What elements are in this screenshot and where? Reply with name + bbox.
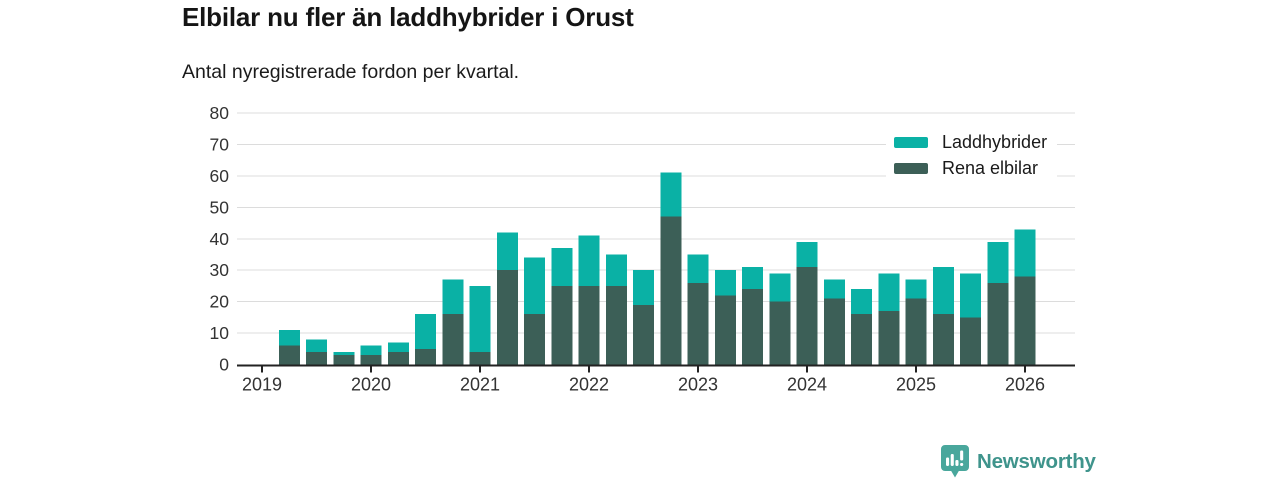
bar-segment-laddhybrider <box>714 270 736 296</box>
chart-title: Elbilar nu fler än laddhybrider i Orust <box>182 2 634 32</box>
bar-segment-laddhybrider <box>578 235 600 286</box>
bar-segment-rena-elbilar <box>905 298 927 365</box>
bar-segment-laddhybrider <box>442 279 464 315</box>
legend-item-rena-elbilar: Rena elbilar <box>894 155 1047 181</box>
bar-segment-rena-elbilar <box>796 267 818 365</box>
legend-swatch-rena-elbilar <box>894 162 928 174</box>
bar-segment-rena-elbilar <box>415 348 436 365</box>
bar-segment-rena-elbilar <box>687 282 709 365</box>
bar-segment-rena-elbilar <box>932 314 954 365</box>
bar-segment-laddhybrider <box>769 273 791 302</box>
bar-segment-rena-elbilar <box>714 295 736 365</box>
bar-segment-rena-elbilar <box>987 282 1009 365</box>
bar-segment-rena-elbilar <box>496 270 518 365</box>
bar-segment-rena-elbilar <box>333 355 355 365</box>
x-tick-label: 2025 <box>896 375 936 395</box>
bar-segment-laddhybrider <box>823 279 845 299</box>
bar-segment-laddhybrider <box>496 232 518 271</box>
x-tick-label: 2023 <box>678 375 718 395</box>
bar-segment-laddhybrider <box>633 270 654 305</box>
bar-segment-laddhybrider <box>878 273 900 312</box>
bar-segment-laddhybrider <box>415 314 436 349</box>
bar-series <box>278 172 1036 365</box>
bar-segment-laddhybrider <box>387 342 409 352</box>
bar-segment-rena-elbilar <box>469 351 491 365</box>
bar-segment-laddhybrider <box>851 289 872 315</box>
bar-segment-laddhybrider <box>687 254 709 283</box>
legend-label-rena-elbilar: Rena elbilar <box>942 158 1039 178</box>
y-tick-label: 20 <box>210 292 230 312</box>
chart-legend: Laddhybrider Rena elbilar <box>886 124 1058 186</box>
y-axis-labels: 0 10 20 30 40 50 60 70 80 <box>210 103 230 375</box>
x-axis-labels: 2019 2020 2021 2022 2023 2024 2025 2026 <box>242 366 1045 395</box>
y-tick-label: 50 <box>210 197 230 217</box>
bar-segment-laddhybrider <box>605 254 627 286</box>
chart-subtitle: Antal nyregistrerade fordon per kvartal. <box>182 61 520 83</box>
x-tick-label: 2026 <box>1005 375 1045 395</box>
bar-segment-laddhybrider <box>742 267 763 290</box>
legend-swatch-laddhybrider <box>894 136 928 148</box>
bar-segment-laddhybrider <box>660 172 682 217</box>
bar-segment-laddhybrider <box>551 248 573 286</box>
bar-segment-laddhybrider <box>1014 229 1036 277</box>
y-tick-label: 60 <box>210 166 230 186</box>
y-tick-label: 40 <box>210 229 230 249</box>
y-tick-label: 70 <box>210 134 230 154</box>
bar-segment-laddhybrider <box>524 257 545 315</box>
newsworthy-logo[interactable]: Newsworthy <box>941 445 1096 479</box>
bar-segment-rena-elbilar <box>605 285 627 365</box>
bar-segment-rena-elbilar <box>878 311 900 365</box>
bar-segment-rena-elbilar <box>442 314 464 365</box>
bar-segment-rena-elbilar <box>660 216 682 365</box>
y-tick-label: 0 <box>219 355 229 375</box>
bar-segment-laddhybrider <box>905 279 927 299</box>
bar-segment-rena-elbilar <box>551 285 573 365</box>
bar-segment-rena-elbilar <box>769 301 791 365</box>
bar-segment-laddhybrider <box>796 241 818 268</box>
bar-segment-rena-elbilar <box>387 351 409 365</box>
bar-segment-laddhybrider <box>960 273 981 318</box>
x-tick-label: 2024 <box>787 375 827 395</box>
bar-segment-rena-elbilar <box>306 351 327 365</box>
bar-segment-laddhybrider <box>306 339 327 352</box>
x-tick-label: 2022 <box>569 375 609 395</box>
newsworthy-badge-icon <box>941 445 969 478</box>
bar-segment-rena-elbilar <box>823 298 845 365</box>
x-tick-label: 2020 <box>351 375 391 395</box>
bar-segment-rena-elbilar <box>960 317 981 365</box>
bar-segment-rena-elbilar <box>851 314 872 365</box>
newsworthy-wordmark: Newsworthy <box>977 450 1096 473</box>
legend-label-laddhybrider: Laddhybrider <box>942 132 1048 152</box>
bar-segment-rena-elbilar <box>278 345 300 365</box>
bar-segment-laddhybrider <box>469 285 491 352</box>
y-tick-label: 30 <box>210 260 230 280</box>
y-tick-label: 80 <box>210 103 230 123</box>
bar-segment-rena-elbilar <box>1014 276 1036 365</box>
bar-segment-laddhybrider <box>987 241 1009 283</box>
bar-segment-laddhybrider <box>278 329 300 346</box>
legend-item-laddhybrider: Laddhybrider <box>894 129 1047 155</box>
bar-segment-laddhybrider <box>333 351 355 356</box>
bar-segment-rena-elbilar <box>360 355 382 365</box>
x-tick-label: 2021 <box>460 375 500 395</box>
bar-segment-rena-elbilar <box>742 289 763 365</box>
y-tick-label: 10 <box>210 323 230 343</box>
bar-segment-rena-elbilar <box>524 314 545 365</box>
bar-segment-rena-elbilar <box>633 304 654 365</box>
x-tick-label: 2019 <box>242 375 282 395</box>
bar-segment-rena-elbilar <box>578 285 600 365</box>
bar-segment-laddhybrider <box>932 267 954 315</box>
bar-segment-laddhybrider <box>360 345 382 356</box>
